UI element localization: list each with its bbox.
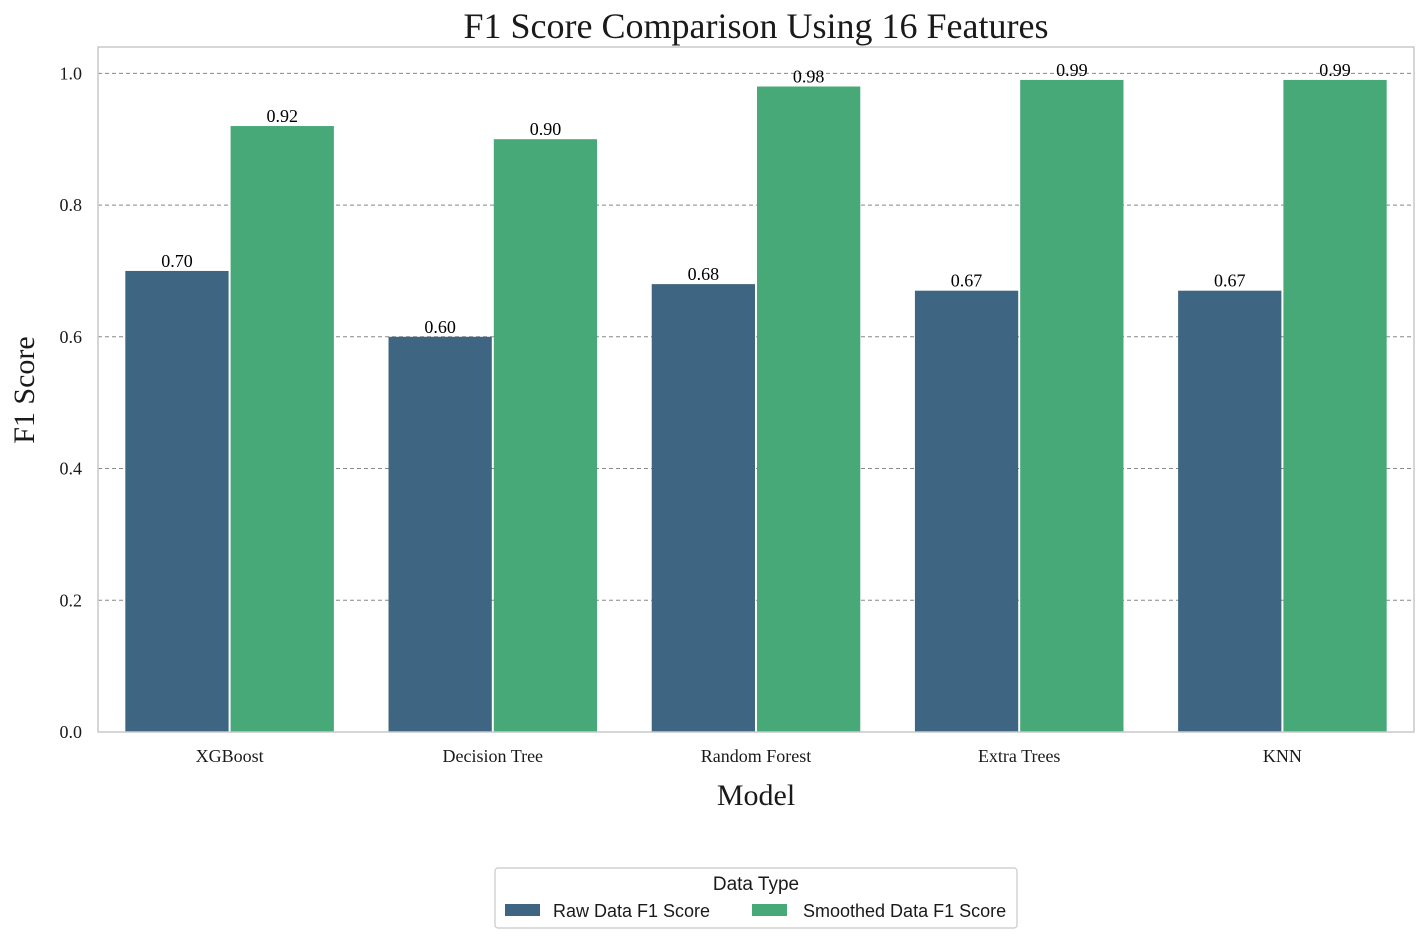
bar-value-label: 0.70 bbox=[161, 251, 193, 271]
bar-value-label: 0.99 bbox=[1056, 60, 1088, 80]
axes-frame bbox=[97, 46, 1415, 733]
x-axis-label: Model bbox=[717, 779, 795, 812]
legend-swatch-smoothed bbox=[752, 904, 787, 916]
x-tick-label: KNN bbox=[1263, 746, 1302, 766]
x-tick-label: XGBoost bbox=[196, 746, 264, 766]
legend-title: Data Type bbox=[713, 874, 799, 895]
y-tick-label: 0.0 bbox=[60, 722, 83, 742]
bar-value-label: 0.67 bbox=[1214, 271, 1246, 291]
bar-value-label: 0.92 bbox=[266, 106, 298, 126]
x-tick-label: Decision Tree bbox=[443, 746, 544, 766]
y-tick-label: 0.8 bbox=[60, 195, 83, 215]
legend-box bbox=[494, 867, 1018, 929]
legend: Data Type Raw Data F1 Score Smoothed Dat… bbox=[494, 867, 1018, 929]
bar-raw bbox=[651, 284, 755, 732]
x-tick-label: Extra Trees bbox=[978, 746, 1061, 766]
x-tick-label: Random Forest bbox=[701, 746, 812, 766]
legend-label-smoothed: Smoothed Data F1 Score bbox=[803, 901, 1006, 921]
bar-value-label: 0.90 bbox=[530, 119, 562, 139]
y-tick-label: 0.2 bbox=[60, 590, 83, 610]
y-tick-labels: 0.0 0.2 0.4 0.6 0.8 1.0 bbox=[60, 63, 83, 742]
bar-smoothed bbox=[1020, 79, 1124, 733]
bar-smoothed bbox=[1283, 79, 1387, 733]
bar-value-label: 0.60 bbox=[424, 317, 456, 337]
bars bbox=[125, 79, 1387, 733]
bar-value-label: 0.99 bbox=[1319, 60, 1351, 80]
bar-raw bbox=[1178, 290, 1282, 732]
data-labels: 0.70 0.92 0.60 0.90 0.68 0.98 0.67 0.99 0.67 0.99 bbox=[161, 60, 1351, 337]
bar-value-label: 0.67 bbox=[951, 271, 983, 291]
bar-value-label: 0.68 bbox=[688, 264, 720, 284]
chart-title: F1 Score Comparison Using 16 Features bbox=[464, 6, 1049, 46]
bar-smoothed bbox=[230, 126, 334, 733]
y-axis-label: F1 Score bbox=[8, 336, 41, 444]
bar-raw bbox=[914, 290, 1019, 732]
y-tick-label: 1.0 bbox=[60, 63, 83, 83]
bar-smoothed bbox=[493, 139, 598, 732]
y-tick-label: 0.6 bbox=[60, 327, 83, 347]
y-tick-label: 0.4 bbox=[60, 459, 83, 479]
bar-raw bbox=[388, 336, 492, 732]
bar-value-label: 0.98 bbox=[793, 67, 825, 87]
bar-raw bbox=[125, 270, 229, 732]
bar-smoothed bbox=[757, 86, 861, 733]
x-tick-labels: XGBoost Decision Tree Random Forest Extra T… bbox=[196, 746, 1302, 766]
legend-swatch-raw bbox=[505, 904, 540, 916]
legend-label-raw: Raw Data F1 Score bbox=[553, 901, 710, 921]
